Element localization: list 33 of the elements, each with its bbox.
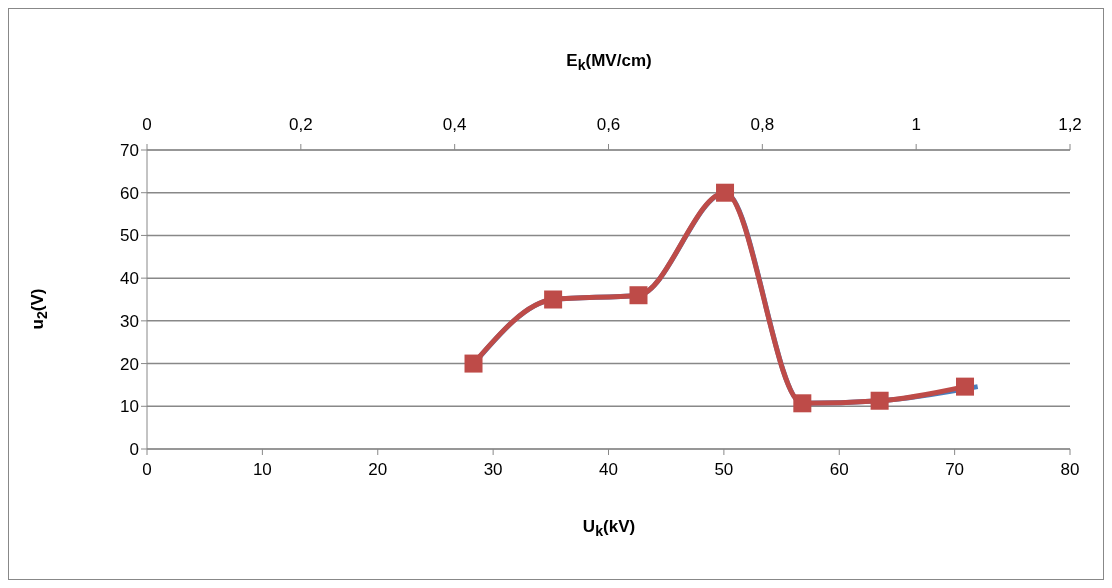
point xyxy=(956,377,975,396)
x-tick-label: 10 xyxy=(252,460,272,480)
x-tick-label: 30 xyxy=(483,460,503,480)
x2-tick-label: 0,4 xyxy=(442,115,467,134)
x2-tick-label: 0,2 xyxy=(289,115,313,134)
x2-tick-label: 0,8 xyxy=(750,115,775,134)
point xyxy=(716,183,735,202)
point xyxy=(464,354,483,373)
x-tick-label: 70 xyxy=(945,460,965,480)
y-tick-label: 60 xyxy=(120,183,139,203)
y-tick-label: 30 xyxy=(120,311,139,331)
x2-tick-label: 1 xyxy=(911,115,921,134)
point xyxy=(793,394,812,413)
x-tick-label: 50 xyxy=(714,460,734,480)
point xyxy=(870,391,889,410)
x-tick-label: 20 xyxy=(368,460,388,480)
y-tick-label: 0 xyxy=(129,440,139,460)
x-tick-label: 0 xyxy=(142,460,152,480)
y-tick-label: 20 xyxy=(120,354,139,374)
x2-tick-label: 0 xyxy=(142,115,152,134)
x2-tick-label: 1,2 xyxy=(1058,115,1082,134)
point xyxy=(629,286,648,305)
point xyxy=(544,290,563,309)
x2-axis-title: E$_{k}$(MV/cm) xyxy=(566,51,652,74)
x-axis-title: U$_{k}$(kV) xyxy=(582,517,636,540)
x-tick-label: 40 xyxy=(599,460,618,480)
y-tick-label: 40 xyxy=(120,269,139,289)
y-tick-label: 10 xyxy=(120,397,139,417)
x2-tick-label: 0,6 xyxy=(596,115,621,134)
x-tick-label: 60 xyxy=(829,460,849,480)
y-tick-label: 70 xyxy=(120,141,139,161)
y-tick-label: 50 xyxy=(120,226,139,246)
x-tick-label: 80 xyxy=(1060,460,1080,480)
